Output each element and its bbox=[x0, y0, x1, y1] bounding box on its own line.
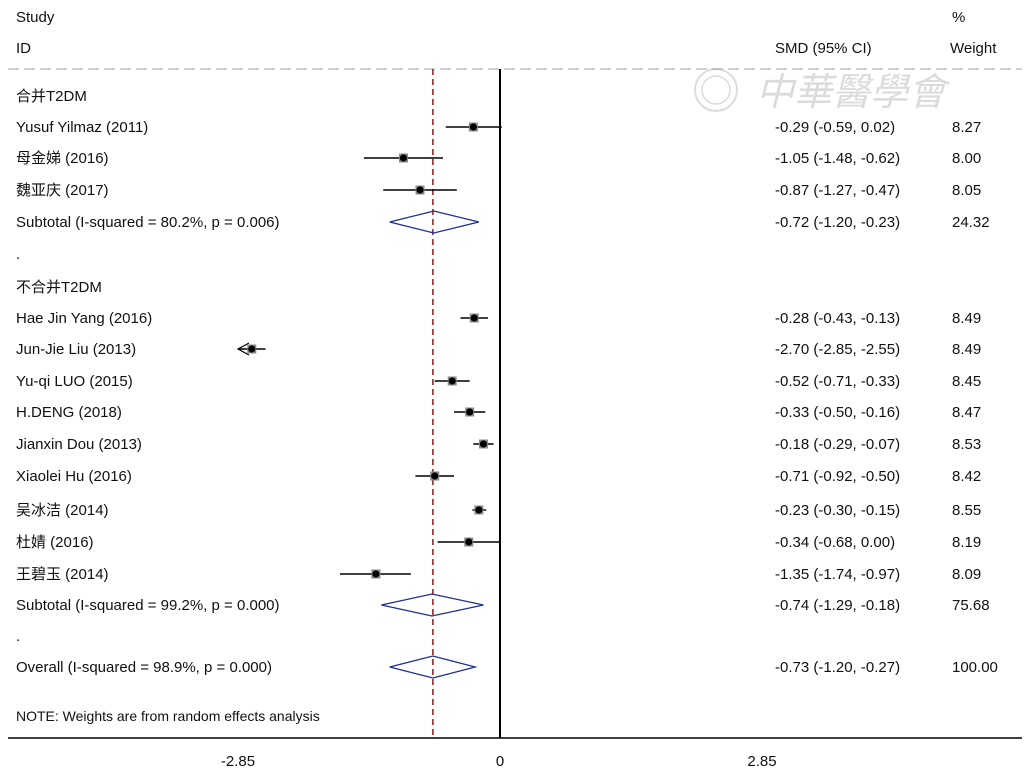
point-estimate bbox=[399, 154, 408, 162]
header-pct: % bbox=[952, 9, 965, 26]
weight-text: 8.49 bbox=[952, 341, 981, 358]
weight-text: 8.49 bbox=[952, 310, 981, 327]
weight-text: 8.27 bbox=[952, 119, 981, 136]
row-label-study: Jun-Jie Liu (2013) bbox=[16, 341, 136, 358]
ci-text: -0.73 (-1.20, -0.27) bbox=[775, 659, 900, 676]
header-smd: SMD (95% CI) bbox=[775, 40, 872, 57]
row-label-study: Yusuf Yilmaz (2011) bbox=[16, 119, 148, 136]
point-estimate bbox=[416, 186, 424, 194]
weight-text: 8.45 bbox=[952, 373, 981, 390]
header-weight: Weight bbox=[950, 40, 997, 57]
ci-text: -0.34 (-0.68, 0.00) bbox=[775, 534, 895, 551]
ci-text: -0.18 (-0.29, -0.07) bbox=[775, 436, 900, 453]
weight-text: 8.55 bbox=[952, 502, 981, 519]
ci-text: -0.74 (-1.29, -0.18) bbox=[775, 597, 900, 614]
point-estimate bbox=[466, 408, 474, 416]
ci-text: -0.23 (-0.30, -0.15) bbox=[775, 502, 900, 519]
ci-text: -2.70 (-2.85, -2.55) bbox=[775, 341, 900, 358]
row-label-subtotal: Subtotal (I-squared = 80.2%, p = 0.006) bbox=[16, 214, 280, 231]
weight-text: 8.09 bbox=[952, 566, 981, 583]
ci-text: -0.33 (-0.50, -0.16) bbox=[775, 404, 900, 421]
weight-text: 8.19 bbox=[952, 534, 981, 551]
weight-text: 24.32 bbox=[952, 214, 990, 231]
point-estimate bbox=[475, 506, 483, 514]
row-label-subtotal: Subtotal (I-squared = 99.2%, p = 0.000) bbox=[16, 597, 280, 614]
row-label-overall: Overall (I-squared = 98.9%, p = 0.000) bbox=[16, 659, 272, 676]
watermark-seal-inner bbox=[701, 75, 731, 105]
point-estimate bbox=[465, 538, 473, 546]
row-label-study: 魏亚庆 (2017) bbox=[16, 182, 109, 199]
row-label-study: 王碧玉 (2014) bbox=[16, 566, 109, 583]
point-estimate bbox=[248, 345, 256, 353]
row-label-study: Yu-qi LUO (2015) bbox=[16, 373, 133, 390]
ci-text: -0.29 (-0.59, 0.02) bbox=[775, 119, 895, 136]
watermark-seal bbox=[694, 68, 738, 112]
watermark: 中華醫學會 bbox=[694, 68, 951, 114]
weight-text: 75.68 bbox=[952, 597, 990, 614]
row-label-study: Hae Jin Yang (2016) bbox=[16, 310, 152, 327]
ci-text: -0.71 (-0.92, -0.50) bbox=[775, 468, 900, 485]
point-estimate bbox=[372, 570, 380, 578]
footnote: NOTE: Weights are from random effects an… bbox=[16, 708, 320, 724]
x-tick-label: 2.85 bbox=[747, 753, 776, 770]
ci-text: -0.28 (-0.43, -0.13) bbox=[775, 310, 900, 327]
subtotal-diamond bbox=[381, 593, 484, 617]
x-tick-label: -2.85 bbox=[221, 753, 255, 770]
subtotal-diamond bbox=[389, 210, 480, 234]
row-label-study: H.DENG (2018) bbox=[16, 404, 122, 421]
ci-text: -1.35 (-1.74, -0.97) bbox=[775, 566, 900, 583]
weight-text: 8.53 bbox=[952, 436, 981, 453]
row-label-blank: . bbox=[16, 628, 20, 645]
row-label-study: 杜婧 (2016) bbox=[16, 534, 94, 551]
x-tick-label: 0 bbox=[496, 753, 504, 770]
ci-text: -1.05 (-1.48, -0.62) bbox=[775, 150, 900, 167]
header-id: ID bbox=[16, 40, 31, 57]
row-label-study: Jianxin Dou (2013) bbox=[16, 436, 142, 453]
row-label-study: 母金娣 (2016) bbox=[16, 150, 109, 167]
weight-text: 8.00 bbox=[952, 150, 981, 167]
weight-text: 8.47 bbox=[952, 404, 981, 421]
ci-arrow-left bbox=[236, 342, 250, 356]
watermark-text: 中華醫學會 bbox=[756, 72, 951, 114]
point-estimate bbox=[479, 440, 488, 448]
weight-text: 100.00 bbox=[952, 659, 998, 676]
row-label-blank: . bbox=[16, 246, 20, 263]
ci-text: -0.72 (-1.20, -0.23) bbox=[775, 214, 900, 231]
point-estimate bbox=[448, 377, 456, 385]
point-estimate bbox=[469, 123, 477, 131]
point-estimate bbox=[431, 472, 439, 480]
ci-text: -0.52 (-0.71, -0.33) bbox=[775, 373, 900, 390]
row-label-group: 合并T2DM bbox=[16, 88, 87, 105]
row-label-study: Xiaolei Hu (2016) bbox=[16, 468, 132, 485]
weight-text: 8.42 bbox=[952, 468, 981, 485]
row-label-group: 不合并T2DM bbox=[16, 279, 102, 296]
point-estimate bbox=[470, 314, 478, 322]
row-label-study: 吴冰洁 (2014) bbox=[16, 502, 109, 519]
overall-diamond bbox=[389, 655, 478, 679]
header-study: Study bbox=[16, 9, 55, 26]
ci-text: -0.87 (-1.27, -0.47) bbox=[775, 182, 900, 199]
weight-text: 8.05 bbox=[952, 182, 981, 199]
